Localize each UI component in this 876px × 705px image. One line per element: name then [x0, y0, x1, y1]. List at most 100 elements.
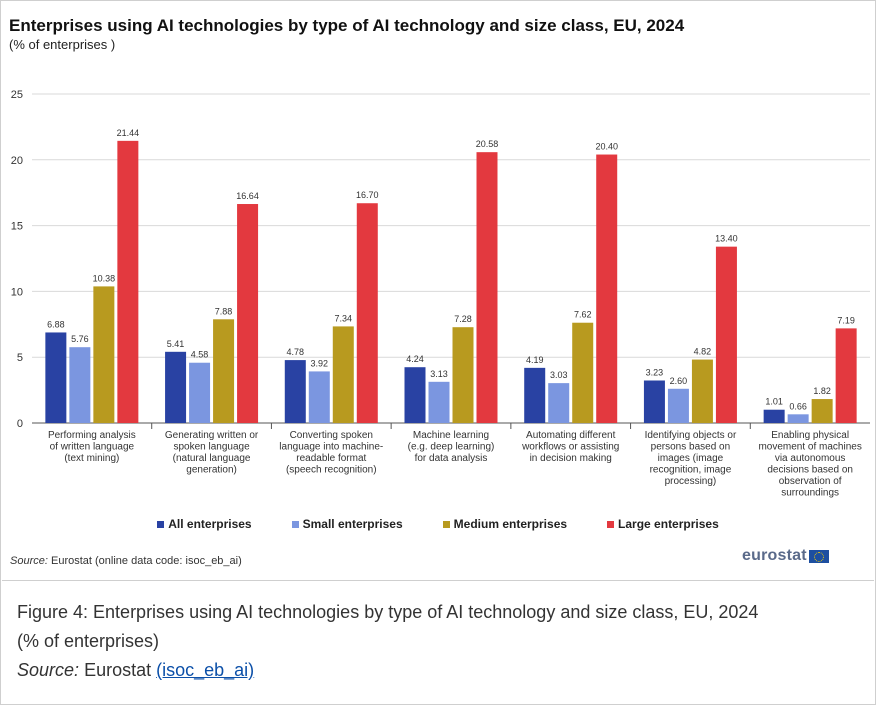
bar: [284, 360, 306, 423]
data-label: 13.40: [715, 234, 738, 244]
data-label: 10.38: [93, 273, 116, 283]
data-label: 7.19: [837, 315, 855, 325]
bar: [596, 154, 618, 423]
data-label: 3.23: [646, 367, 664, 377]
data-label: 4.82: [694, 347, 712, 357]
category-label: decisions based on: [767, 465, 853, 476]
caption-title: Figure 4: Enterprises using AI technolog…: [17, 602, 759, 622]
y-tick-label: 5: [17, 352, 23, 364]
bar: [332, 326, 354, 423]
category-label: in decision making: [530, 453, 612, 464]
data-label: 4.24: [406, 354, 424, 364]
legend-swatch: [607, 520, 615, 528]
data-label: 7.62: [574, 310, 592, 320]
y-tick-label: 15: [11, 221, 23, 233]
bar: [189, 362, 211, 423]
data-label: 4.78: [287, 347, 305, 357]
eurostat-logo: eurostat: [742, 547, 829, 565]
category-label: observation of: [779, 476, 842, 487]
caption-source: Source: Eurostat (isoc_eb_ai): [17, 656, 857, 685]
legend-label: Small enterprises: [302, 517, 403, 531]
bar: [308, 371, 330, 423]
data-label: 2.60: [670, 376, 688, 386]
data-label: 3.03: [550, 370, 568, 380]
chart-subtitle: (% of enterprises ): [9, 37, 116, 52]
bar: [572, 322, 594, 423]
bar: [69, 347, 91, 423]
legend-swatch: [157, 520, 165, 528]
figure-caption: Figure 4: Enterprises using AI technolog…: [17, 598, 857, 685]
data-label: 6.88: [47, 319, 65, 329]
bar: [643, 380, 665, 423]
bar: [93, 286, 115, 423]
bar: [548, 383, 570, 423]
data-label: 16.64: [236, 191, 259, 201]
legend-item: All enterprises: [157, 517, 252, 531]
data-label: 5.41: [167, 339, 185, 349]
category-label: Enabling physical: [771, 430, 849, 441]
source-text: Eurostat (online data code: isoc_eb_ai): [50, 555, 242, 567]
category-label: workflows or assisting: [521, 442, 619, 453]
data-label: 21.44: [117, 128, 140, 138]
data-label: 3.92: [311, 358, 329, 368]
caption-source-text: Eurostat: [84, 660, 152, 680]
category-label: (natural language: [173, 453, 251, 464]
bar: [45, 332, 67, 423]
legend-swatch: [291, 520, 299, 528]
bar: [428, 381, 450, 423]
category-label: (speech recognition): [286, 465, 377, 476]
divider: [2, 580, 874, 581]
bar: [237, 204, 259, 423]
bar: [763, 409, 785, 423]
bar: [356, 203, 378, 423]
data-label: 7.34: [335, 313, 353, 323]
category-label: movement of machines: [758, 442, 861, 453]
legend-item: Large enterprises: [607, 517, 719, 531]
chart-source: Source: Eurostat (online data code: isoc…: [10, 555, 242, 567]
category-label: for data analysis: [415, 453, 488, 464]
data-label: 7.28: [454, 314, 472, 324]
category-label: (text mining): [64, 453, 119, 464]
category-label: Performing analysis: [48, 430, 136, 441]
category-label: language into machine-: [279, 442, 383, 453]
legend-swatch: [442, 520, 450, 528]
bar: [213, 319, 235, 423]
y-tick-label: 25: [11, 89, 23, 101]
legend-item: Medium enterprises: [442, 517, 568, 531]
logo-text: eurostat: [742, 547, 807, 564]
bar: [452, 327, 474, 423]
data-label: 1.01: [765, 397, 783, 407]
category-label: Machine learning: [413, 430, 489, 441]
data-label: 1.82: [813, 386, 831, 396]
data-label: 0.66: [789, 401, 807, 411]
data-label: 5.76: [71, 334, 89, 344]
data-label: 20.58: [476, 139, 499, 149]
bar: [165, 351, 187, 423]
data-label: 20.40: [595, 142, 618, 152]
legend-label: Large enterprises: [618, 517, 719, 531]
bar-chart: 0 5 10 15 20 25 6.88 5.76 10.38 21.44 Performing a…: [11, 89, 870, 499]
category-label: recognition, image: [650, 465, 732, 476]
category-label: generation): [186, 465, 237, 476]
category-label: readable format: [296, 453, 366, 464]
category-label: Identifying objects or: [645, 430, 737, 441]
category-label: (e.g. deep learning): [408, 442, 495, 453]
bar: [524, 367, 546, 423]
source-dataset-link[interactable]: (isoc_eb_ai): [156, 660, 255, 680]
legend-label: Medium enterprises: [453, 517, 568, 531]
category-label: Generating written or: [165, 430, 259, 441]
bar: [835, 328, 857, 423]
category-label: Converting spoken: [290, 430, 373, 441]
legend-item: Small enterprises: [291, 517, 403, 531]
bar: [476, 152, 498, 423]
bar: [691, 359, 713, 423]
data-label: 4.58: [191, 350, 209, 360]
bar: [715, 246, 737, 423]
bar: [667, 388, 689, 423]
chart-title: Enterprises using AI technologies by typ…: [9, 16, 685, 35]
bar: [811, 399, 833, 423]
caption-unit: (% of enterprises): [17, 631, 160, 651]
category-label: Automating different: [526, 430, 616, 441]
category-label: of written language: [50, 442, 135, 453]
